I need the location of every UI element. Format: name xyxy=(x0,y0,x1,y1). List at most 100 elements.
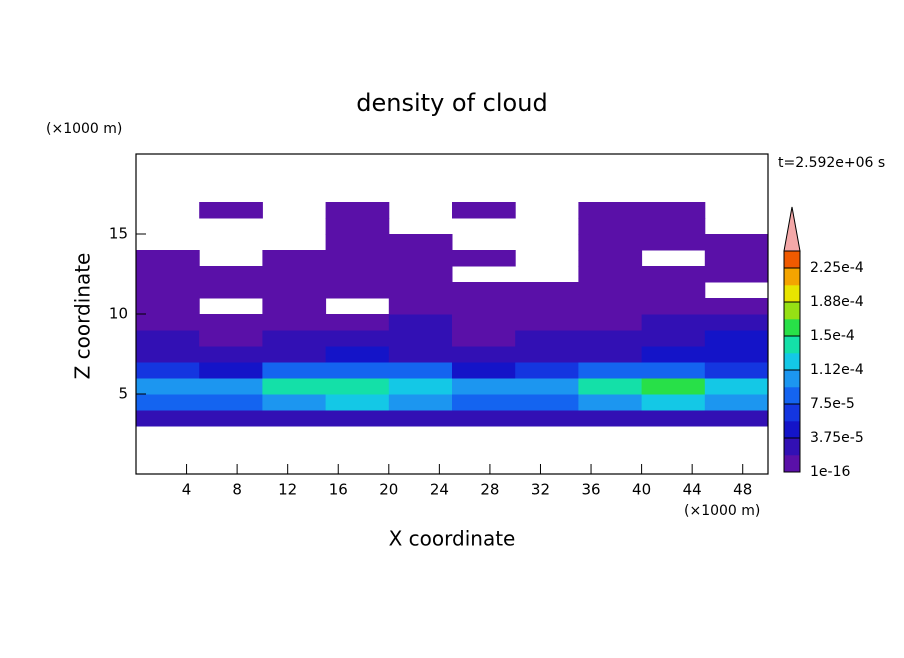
contour-cell xyxy=(704,234,769,251)
contour-cell xyxy=(199,266,263,283)
contour-cell xyxy=(578,314,643,331)
x-tick-label: 16 xyxy=(329,481,348,499)
x-tick-label: 20 xyxy=(379,481,398,499)
contour-cell xyxy=(515,378,579,395)
contour-cell xyxy=(641,362,706,379)
contour-cell xyxy=(515,346,579,363)
contour-cell xyxy=(578,346,643,363)
y-tick-label: 15 xyxy=(109,225,128,243)
colorbar-band xyxy=(784,353,800,371)
contour-cell xyxy=(388,314,453,331)
contour-cell xyxy=(452,282,516,299)
contour-cell xyxy=(199,330,263,347)
contour-cell xyxy=(515,314,579,331)
colorbar-band xyxy=(784,251,800,269)
contour-cell xyxy=(388,266,453,283)
contour-cell xyxy=(262,298,327,315)
x-axis-title: X coordinate xyxy=(389,527,516,551)
contour-cell xyxy=(136,346,200,363)
colorbar-band xyxy=(784,319,800,337)
contour-cell xyxy=(515,282,579,299)
time-label: t=2.592e+06 s xyxy=(778,155,885,171)
colorbar-band xyxy=(784,285,800,303)
x-tick-label: 8 xyxy=(232,481,242,499)
contour-cell xyxy=(262,394,327,411)
colorbar-tick-label: 3.75e-5 xyxy=(810,430,864,446)
contour-cell xyxy=(325,362,390,379)
colorbar-band xyxy=(784,302,800,320)
contour-cell xyxy=(388,234,453,251)
contour-cell xyxy=(325,410,390,427)
contour-cell xyxy=(136,410,200,427)
contour-cell xyxy=(262,250,327,267)
x-tick-label: 48 xyxy=(733,481,752,499)
contour-cell xyxy=(136,394,200,411)
contour-cell xyxy=(641,410,706,427)
x-tick-label: 4 xyxy=(182,481,192,499)
contour-cell xyxy=(199,282,263,299)
contour-cell xyxy=(199,202,263,219)
colorbar-band xyxy=(784,438,800,456)
contour-cell xyxy=(578,202,643,219)
x-tick-label: 24 xyxy=(430,481,449,499)
contour-cell xyxy=(199,314,263,331)
colorbar-band xyxy=(784,268,800,286)
contour-cell xyxy=(388,330,453,347)
contour-cell xyxy=(452,362,516,379)
colorbar-tick-label: 1e-16 xyxy=(810,464,850,480)
colorbar-band xyxy=(784,370,800,388)
contour-cell xyxy=(388,362,453,379)
contour-cell xyxy=(515,298,579,315)
colorbar-band xyxy=(784,387,800,405)
contour-cell xyxy=(641,394,706,411)
contour-cell xyxy=(704,394,769,411)
colorbar-tick-label: 1.12e-4 xyxy=(810,362,864,378)
contour-cell xyxy=(388,394,453,411)
contour-cell xyxy=(641,266,706,283)
contour-cell xyxy=(704,378,769,395)
contour-cell xyxy=(262,362,327,379)
y-unit: (×1000 m) xyxy=(46,121,122,137)
contour-cell xyxy=(578,234,643,251)
contour-cell xyxy=(262,266,327,283)
colorbar-band xyxy=(784,455,800,473)
contour-cell xyxy=(515,330,579,347)
contour-cell xyxy=(641,298,706,315)
x-tick-label: 44 xyxy=(683,481,702,499)
contour-cell xyxy=(388,298,453,315)
contour-cell xyxy=(325,346,390,363)
contour-cell xyxy=(262,330,327,347)
contour-cell xyxy=(578,218,643,235)
y-axis-title: Z coordinate xyxy=(71,253,95,380)
contour-cell xyxy=(199,362,263,379)
contour-cell xyxy=(452,314,516,331)
contour-cell xyxy=(325,314,390,331)
contour-cell xyxy=(452,346,516,363)
contour-cell xyxy=(262,346,327,363)
contour-cell xyxy=(388,250,453,267)
contour-cell xyxy=(578,394,643,411)
contour-cell xyxy=(136,282,200,299)
colorbar-band xyxy=(784,404,800,422)
contour-cell xyxy=(388,378,453,395)
contour-cell xyxy=(641,202,706,219)
contour-cell xyxy=(452,330,516,347)
contour-cell xyxy=(199,346,263,363)
contour-cell xyxy=(704,362,769,379)
y-tick-label: 10 xyxy=(109,305,128,323)
contour-cell xyxy=(325,378,390,395)
colorbar-band xyxy=(784,421,800,439)
contour-cell xyxy=(388,346,453,363)
contour-cell xyxy=(262,314,327,331)
contour-cell xyxy=(578,282,643,299)
contour-cell xyxy=(136,266,200,283)
contour-cell xyxy=(578,378,643,395)
contour-cell xyxy=(641,346,706,363)
contour-cell xyxy=(325,394,390,411)
x-tick-label: 40 xyxy=(632,481,651,499)
contour-cell xyxy=(325,250,390,267)
y-tick-label: 5 xyxy=(118,385,128,403)
contour-cell xyxy=(452,378,516,395)
colorbar-tick-label: 2.25e-4 xyxy=(810,260,864,276)
